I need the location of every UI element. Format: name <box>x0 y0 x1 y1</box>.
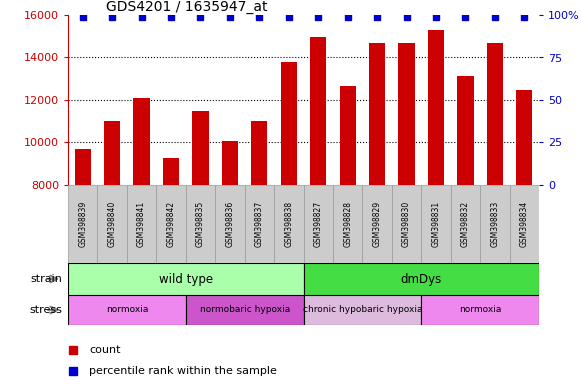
Bar <box>215 185 245 263</box>
Text: GSM398839: GSM398839 <box>78 201 87 247</box>
Bar <box>134 98 150 185</box>
Bar <box>98 185 127 263</box>
Bar <box>303 263 539 295</box>
Bar <box>245 185 274 263</box>
Bar <box>428 30 444 185</box>
Bar <box>68 263 303 295</box>
Text: GSM398831: GSM398831 <box>432 201 440 247</box>
Bar <box>480 185 510 263</box>
Bar <box>127 185 156 263</box>
Bar <box>487 43 503 185</box>
Bar <box>303 295 421 325</box>
Bar <box>186 295 303 325</box>
Bar <box>274 185 303 263</box>
Text: count: count <box>89 345 121 355</box>
Bar <box>104 121 120 185</box>
Text: chronic hypobaric hypoxia: chronic hypobaric hypoxia <box>303 306 422 314</box>
Text: GSM398841: GSM398841 <box>137 201 146 247</box>
Bar <box>68 295 186 325</box>
Text: normoxia: normoxia <box>459 306 501 314</box>
Bar <box>192 111 209 185</box>
Text: GSM398836: GSM398836 <box>225 201 234 247</box>
Text: GSM398827: GSM398827 <box>314 201 322 247</box>
Bar <box>68 185 98 263</box>
Bar <box>310 37 327 185</box>
Bar <box>392 185 421 263</box>
Text: GSM398838: GSM398838 <box>284 201 293 247</box>
Text: dmDys: dmDys <box>401 273 442 285</box>
Bar <box>186 185 215 263</box>
Text: normobaric hypoxia: normobaric hypoxia <box>199 306 290 314</box>
Text: GSM398834: GSM398834 <box>520 201 529 247</box>
Bar <box>369 43 385 185</box>
Text: normoxia: normoxia <box>106 306 148 314</box>
Text: GSM398842: GSM398842 <box>167 201 175 247</box>
Text: stress: stress <box>29 305 62 315</box>
Text: strain: strain <box>30 274 62 284</box>
Text: wild type: wild type <box>159 273 213 285</box>
Bar <box>421 185 451 263</box>
Bar <box>74 149 91 185</box>
Bar <box>510 185 539 263</box>
Bar <box>339 86 356 185</box>
Bar <box>516 91 532 185</box>
Text: GSM398840: GSM398840 <box>107 201 117 247</box>
Bar <box>281 62 297 185</box>
Text: GDS4201 / 1635947_at: GDS4201 / 1635947_at <box>106 0 267 14</box>
Bar <box>399 43 415 185</box>
Text: GSM398833: GSM398833 <box>490 201 499 247</box>
Bar <box>303 185 333 263</box>
Bar <box>421 295 539 325</box>
Text: GSM398830: GSM398830 <box>402 201 411 247</box>
Text: GSM398829: GSM398829 <box>372 201 382 247</box>
Bar <box>163 159 179 185</box>
Bar <box>363 185 392 263</box>
Bar <box>333 185 363 263</box>
Text: GSM398832: GSM398832 <box>461 201 470 247</box>
Text: GSM398837: GSM398837 <box>255 201 264 247</box>
Bar <box>457 76 474 185</box>
Text: GSM398835: GSM398835 <box>196 201 205 247</box>
Text: GSM398828: GSM398828 <box>343 201 352 247</box>
Bar <box>222 141 238 185</box>
Bar <box>251 121 267 185</box>
Bar <box>451 185 480 263</box>
Bar <box>156 185 186 263</box>
Text: percentile rank within the sample: percentile rank within the sample <box>89 366 277 376</box>
